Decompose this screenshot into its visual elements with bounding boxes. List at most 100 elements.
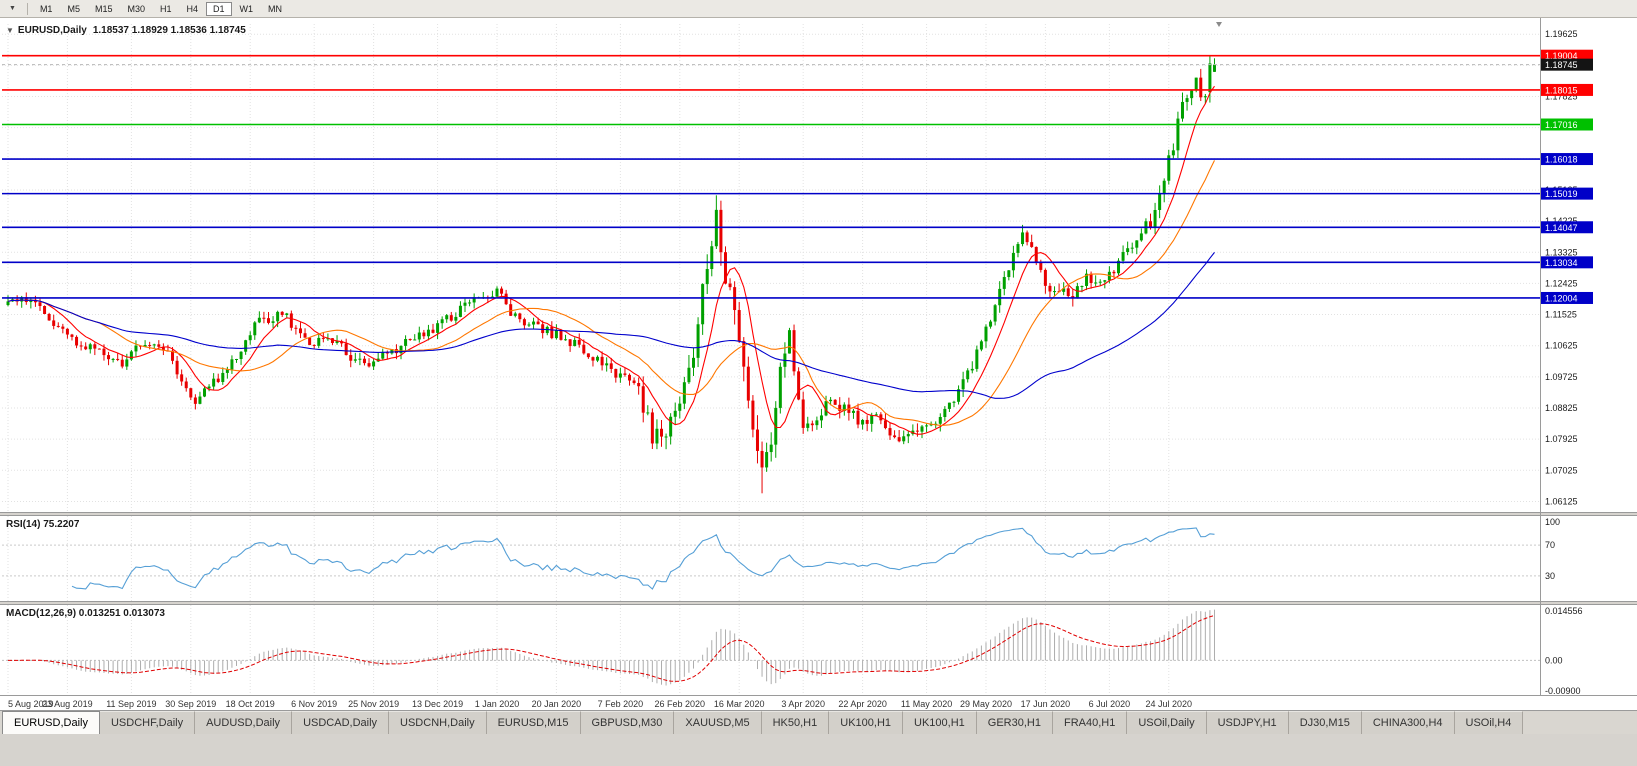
macd-histogram-bar: [1136, 644, 1138, 661]
macd-histogram-bar: [1200, 611, 1202, 661]
candle-body: [682, 382, 686, 404]
candle-body: [107, 355, 111, 360]
candle-body: [1199, 77, 1203, 98]
symbol-tab-xauusd-m5[interactable]: XAUUSD,M5: [674, 711, 762, 734]
candle-body: [500, 288, 504, 294]
macd-histogram-bar: [519, 653, 521, 661]
symbol-tab-eurusd-m15[interactable]: EURUSD,M15: [486, 711, 581, 734]
macd-histogram-bar: [702, 654, 704, 661]
symbol-tab-gbpusd-m30[interactable]: GBPUSD,M30: [580, 711, 675, 734]
candle-body: [660, 428, 664, 437]
timeframe-button-m1[interactable]: M1: [39, 3, 53, 14]
macd-histogram-bar: [615, 660, 617, 673]
macd-histogram-bar: [1168, 631, 1170, 661]
date-tick-label: 25 Nov 2019: [348, 699, 399, 709]
chart-canvas[interactable]: 1.06125 1.07025 1.07925 1.08825 1.09725 1.106…: [0, 18, 1637, 710]
symbol-tab-eurusd-daily[interactable]: EURUSD,Daily: [2, 711, 100, 734]
macd-histogram-bar: [423, 658, 425, 661]
candle-body: [865, 419, 869, 424]
candle-body: [591, 357, 595, 361]
candle-body: [308, 337, 312, 345]
timeframe-button-mn[interactable]: MN: [268, 3, 283, 14]
macd-histogram-bar: [697, 660, 699, 663]
macd-histogram-bar: [1131, 645, 1133, 661]
symbol-tab-ger30-h1[interactable]: GER30,H1: [976, 711, 1053, 734]
macd-histogram-bar: [331, 657, 333, 661]
indicator-layer: [2, 527, 1540, 686]
symbol-tab-uk100-h1[interactable]: UK100,H1: [829, 711, 904, 734]
date-tick-label: 18 Oct 2019: [226, 699, 275, 709]
candle-body: [623, 373, 627, 375]
macd-histogram-bar: [1191, 613, 1193, 661]
collapse-chart-icon[interactable]: ▼: [6, 26, 14, 35]
date-tick-label: 30 Sep 2019: [165, 699, 216, 709]
symbol-tab-usdcad-daily[interactable]: USDCAD,Daily: [292, 711, 390, 734]
symbol-tab-fra40-h1[interactable]: FRA40,H1: [1052, 711, 1128, 734]
macd-histogram-bar: [734, 633, 736, 661]
symbol-tab-usoil-daily[interactable]: USOil,Daily: [1127, 711, 1207, 734]
timeframe-button-m5[interactable]: M5: [67, 3, 80, 14]
candle-body: [518, 313, 522, 320]
macd-histogram-bar: [491, 648, 493, 661]
symbol-tab-uk100-h1[interactable]: UK100,H1: [903, 711, 977, 734]
rsi-axis-label: 70: [1545, 540, 1555, 550]
chart-dropdown-button[interactable]: ▼: [3, 2, 22, 15]
macd-histogram-bar: [935, 660, 937, 668]
chevron-down-icon: ▼: [9, 5, 16, 12]
macd-histogram-bar: [770, 660, 772, 685]
candle-body: [856, 410, 860, 425]
macd-histogram-bar: [464, 650, 466, 661]
symbol-tab-usoil-h4[interactable]: USOil,H4: [1454, 711, 1524, 734]
candle-body: [801, 399, 805, 428]
date-tick-label: 13 Dec 2019: [412, 699, 463, 709]
timeframe-button-d1[interactable]: D1: [206, 1, 232, 16]
timeframe-button-h1[interactable]: H1: [160, 3, 172, 14]
macd-histogram-bar: [720, 628, 722, 661]
symbol-tab-usdcnh-daily[interactable]: USDCNH,Daily: [389, 711, 487, 734]
timeframe-button-m15[interactable]: M15: [94, 3, 113, 14]
macd-histogram-bar: [363, 660, 365, 665]
candle-body: [1167, 155, 1171, 181]
candle-body: [1053, 291, 1057, 293]
symbol-tab-dj30-m15[interactable]: DJ30,M15: [1288, 711, 1362, 734]
candle-body: [664, 436, 668, 438]
macd-histogram-bar: [496, 647, 498, 661]
macd-histogram-bar: [738, 638, 740, 661]
candle-body: [851, 410, 855, 413]
macd-histogram-bar: [1090, 646, 1092, 661]
candle-body: [189, 388, 193, 398]
candle-body: [321, 337, 325, 339]
timeframe-button-m30[interactable]: M30: [127, 3, 145, 14]
moving-average-line-60: [7, 252, 1215, 399]
symbol-tab-china300-h4[interactable]: CHINA300,H4: [1361, 711, 1455, 734]
macd-histogram-bar: [226, 660, 228, 670]
timeframe-button-w1[interactable]: W1: [239, 3, 254, 14]
candle-body: [24, 297, 28, 303]
symbol-tab-hk50-h1[interactable]: HK50,H1: [761, 711, 830, 734]
date-tick-label: 3 Apr 2020: [781, 699, 825, 709]
candle-body: [88, 344, 92, 350]
symbol-tab-usdjpy-h1[interactable]: USDJPY,H1: [1206, 711, 1289, 734]
macd-axis-label: 0.00: [1545, 655, 1563, 665]
macd-histogram-bar: [848, 660, 850, 671]
candle-body: [385, 352, 389, 354]
macd-histogram-bar: [1186, 616, 1188, 661]
candle-body: [554, 330, 558, 339]
panel-splitter[interactable]: [0, 601, 1637, 605]
timeframe-button-h4[interactable]: H4: [186, 3, 199, 14]
price-tick-label: 1.17825: [1545, 92, 1578, 102]
macd-histogram-bar: [1150, 641, 1151, 661]
macd-histogram-bar: [555, 660, 557, 664]
candle-body: [819, 415, 823, 421]
macd-histogram-bar: [213, 660, 215, 674]
chart-shift-marker-icon[interactable]: [1216, 22, 1222, 27]
panel-splitter[interactable]: [0, 512, 1637, 516]
macd-histogram-bar: [1076, 644, 1078, 661]
candle-body: [248, 335, 252, 341]
symbol-tab-audusd-daily[interactable]: AUDUSD,Daily: [195, 711, 293, 734]
symbol-tab-usdchf-daily[interactable]: USDCHF,Daily: [99, 711, 196, 734]
macd-histogram-bar: [112, 660, 114, 674]
candle-body: [687, 367, 691, 383]
macd-histogram-bar: [651, 660, 653, 683]
macd-histogram-bar: [693, 660, 694, 669]
